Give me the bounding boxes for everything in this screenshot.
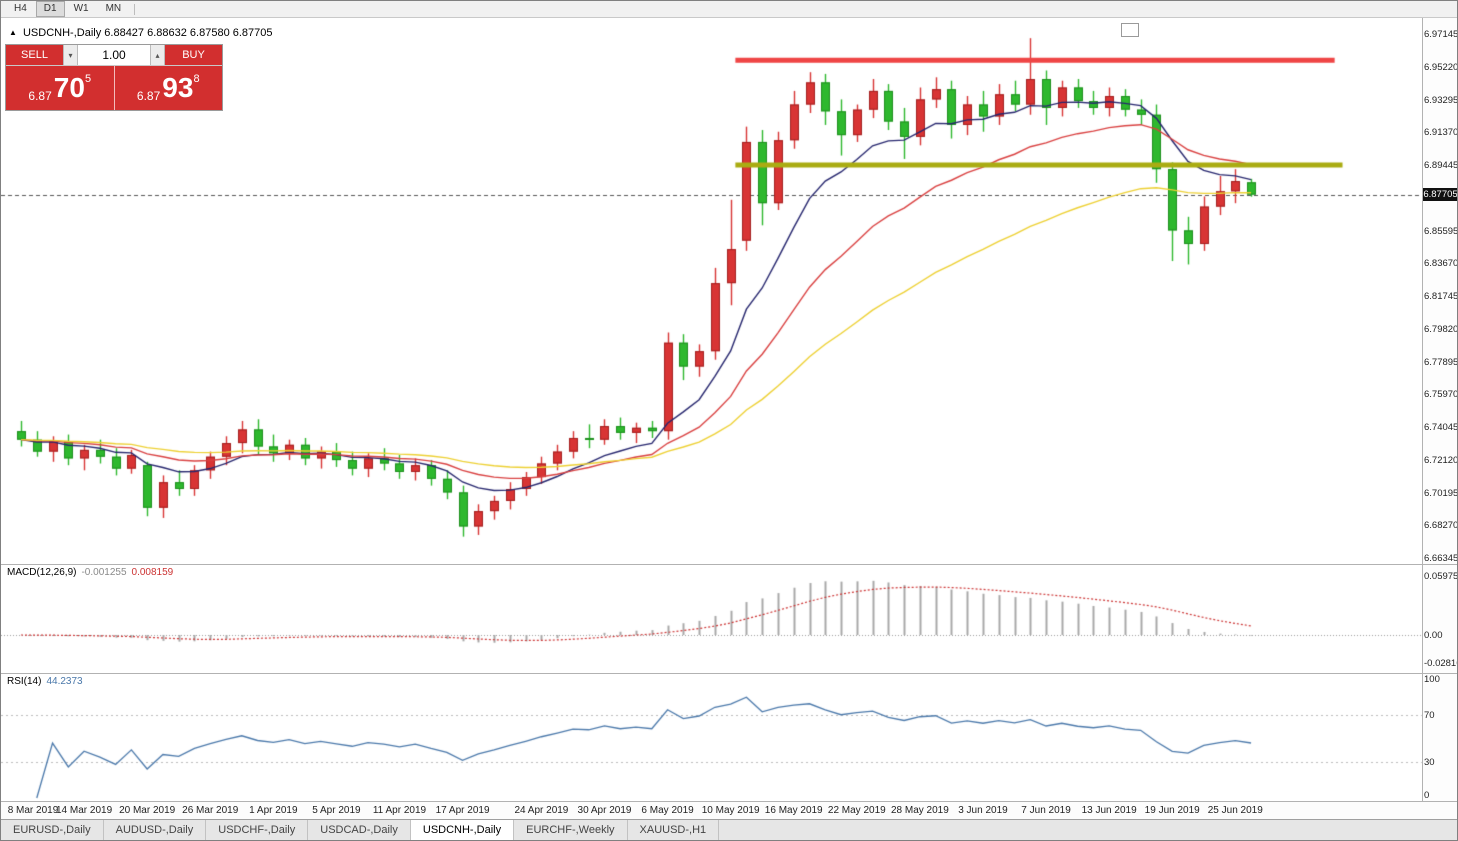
date-axis-label: 10 May 2019	[701, 805, 760, 816]
rsi-axis-label: 30	[1424, 757, 1435, 769]
chart-tab-eurchf-weekly[interactable]: EURCHF-,Weekly	[514, 820, 628, 840]
chart-tab-audusd-daily[interactable]: AUDUSD-,Daily	[104, 820, 207, 840]
date-axis-label: 3 Jun 2019	[958, 805, 1008, 816]
sell-price-button[interactable]: 6.87 70 5	[6, 66, 115, 110]
price-axis-label: 6.85595	[1424, 225, 1458, 237]
buy-price-button[interactable]: 6.87 93 8	[114, 66, 222, 110]
price-axis-label: 6.93295	[1424, 94, 1458, 106]
date-axis-label: 8 Mar 2019	[7, 805, 59, 816]
volume-down-button[interactable]: ▾	[63, 45, 78, 65]
timeframe-button-d1[interactable]: D1	[35, 1, 65, 17]
chart-title: ▲ USDCNH-,Daily 6.88427 6.88632 6.87580 …	[9, 27, 273, 39]
price-axis[interactable]: 6.87705 6.97145 6.95220 6.93295 6.91370 6.89…	[1422, 18, 1458, 801]
macd-axis-label: 0.00	[1424, 630, 1443, 641]
macd-name: MACD(12,26,9)	[7, 567, 77, 578]
pane-separator-rsi[interactable]	[1, 673, 1457, 674]
symbol-marker-icon: ▲	[9, 28, 17, 37]
rsi-axis-label: 0	[1424, 790, 1430, 801]
macd-signal-value: 0.008159	[131, 567, 174, 578]
price-axis-label: 6.68270	[1424, 520, 1458, 532]
pane-separator-macd[interactable]	[1, 564, 1457, 565]
timeframe-button-w1[interactable]: W1	[73, 3, 89, 14]
price-axis-label: 6.72120	[1424, 454, 1458, 466]
date-axis-label: 24 Apr 2019	[514, 805, 569, 816]
rsi-name: RSI(14)	[7, 676, 42, 687]
volume-up-button[interactable]: ▴	[150, 45, 165, 65]
date-axis-label: 20 Mar 2019	[119, 805, 176, 816]
chart-tab-usdcad-daily[interactable]: USDCAD-,Daily	[308, 820, 411, 840]
macd-axis-label: -0.02816	[1424, 657, 1458, 669]
price-axis-label: 6.95220	[1424, 61, 1458, 73]
date-axis-label: 22 May 2019	[827, 805, 886, 816]
buy-price-big: 93	[162, 72, 194, 103]
chart-tab-usdchf-daily[interactable]: USDCHF-,Daily	[206, 820, 309, 840]
date-axis-label: 5 Apr 2019	[312, 805, 361, 816]
chart-bottom-separator	[1, 801, 1457, 802]
buy-price-sup: 8	[193, 73, 200, 85]
price-axis-label: 6.91370	[1424, 127, 1458, 139]
chart-ohlc-values: 6.88427 6.88632 6.87580 6.87705	[104, 27, 273, 39]
sell-price-big: 70	[53, 72, 85, 103]
date-axis-label: 25 Jun 2019	[1207, 805, 1263, 816]
chart-tab-xauusd-h1[interactable]: XAUUSD-,H1	[628, 820, 720, 840]
price-axis-label: 6.79820	[1424, 323, 1458, 335]
one-click-trading-panel: SELL ▾ ▴ BUY 6.87 70 5 6.87 93 8	[5, 44, 223, 111]
price-axis-label: 6.97145	[1424, 29, 1458, 40]
volume-input[interactable]	[78, 45, 150, 65]
macd-indicator-label: MACD(12,26,9) -0.001255 0.008159	[7, 567, 173, 578]
timeframe-toolbar: H4 D1 W1 MN	[1, 1, 1457, 18]
macd-main-value: -0.001255	[81, 567, 127, 578]
buy-price-base: 6.87	[136, 89, 161, 103]
timeframe-button-h4[interactable]: H4	[14, 3, 27, 14]
rsi-axis-label: 100	[1424, 674, 1440, 685]
date-axis[interactable]: 8 Mar 2019 14 Mar 2019 20 Mar 2019 26 Mar 2…	[1, 801, 1457, 821]
sell-price-sup: 5	[84, 73, 92, 85]
date-axis-label: 28 May 2019	[890, 805, 949, 816]
toolbar-divider	[134, 3, 136, 15]
date-axis-label: 26 Mar 2019	[182, 805, 239, 816]
price-scale-separator	[1422, 18, 1423, 801]
date-axis-label: 19 Jun 2019	[1144, 805, 1200, 816]
date-axis-label: 16 May 2019	[764, 805, 823, 816]
rsi-value: 44.2373	[46, 676, 83, 687]
date-axis-label: 30 Apr 2019	[577, 805, 632, 816]
price-axis-label: 6.66345	[1424, 553, 1458, 564]
date-axis-label: 6 May 2019	[641, 805, 694, 816]
rsi-axis-label: 70	[1424, 709, 1435, 721]
date-axis-label: 1 Apr 2019	[249, 805, 298, 816]
date-axis-label: 13 Jun 2019	[1081, 805, 1137, 816]
chart-shift-marker[interactable]	[1121, 23, 1139, 37]
price-axis-label: 6.89445	[1424, 160, 1458, 171]
price-axis-label: 6.75970	[1424, 389, 1458, 401]
date-axis-label: 14 Mar 2019	[56, 805, 113, 816]
date-axis-label: 11 Apr 2019	[372, 805, 427, 816]
chart-tab-eurusd-daily[interactable]: EURUSD-,Daily	[1, 820, 104, 840]
buy-button[interactable]: BUY	[165, 45, 222, 65]
date-axis-label: 7 Jun 2019	[1021, 805, 1071, 816]
price-axis-label: 6.74045	[1424, 422, 1458, 433]
sell-price-base: 6.87	[28, 89, 52, 103]
chart-symbol-period: USDCNH-,Daily	[22, 27, 102, 39]
rsi-indicator-label: RSI(14) 44.2373	[7, 676, 83, 687]
price-axis-label: 6.83670	[1424, 258, 1458, 270]
price-axis-label: 6.81745	[1424, 291, 1458, 302]
date-axis-label: 17 Apr 2019	[435, 805, 490, 816]
chart-tab-usdcnh-daily[interactable]: USDCNH-,Daily	[410, 820, 515, 840]
price-axis-label: 6.77895	[1424, 356, 1458, 368]
sell-button[interactable]: SELL	[6, 45, 63, 65]
timeframe-button-mn[interactable]: MN	[105, 3, 122, 14]
price-axis-label: 6.70195	[1424, 487, 1458, 499]
macd-axis-label: 0.059758	[1424, 571, 1458, 583]
chart-tab-bar: EURUSD-,Daily AUDUSD-,Daily USDCHF-,Daily U…	[1, 819, 1457, 840]
current-price-tag: 6.87705	[1422, 187, 1458, 201]
